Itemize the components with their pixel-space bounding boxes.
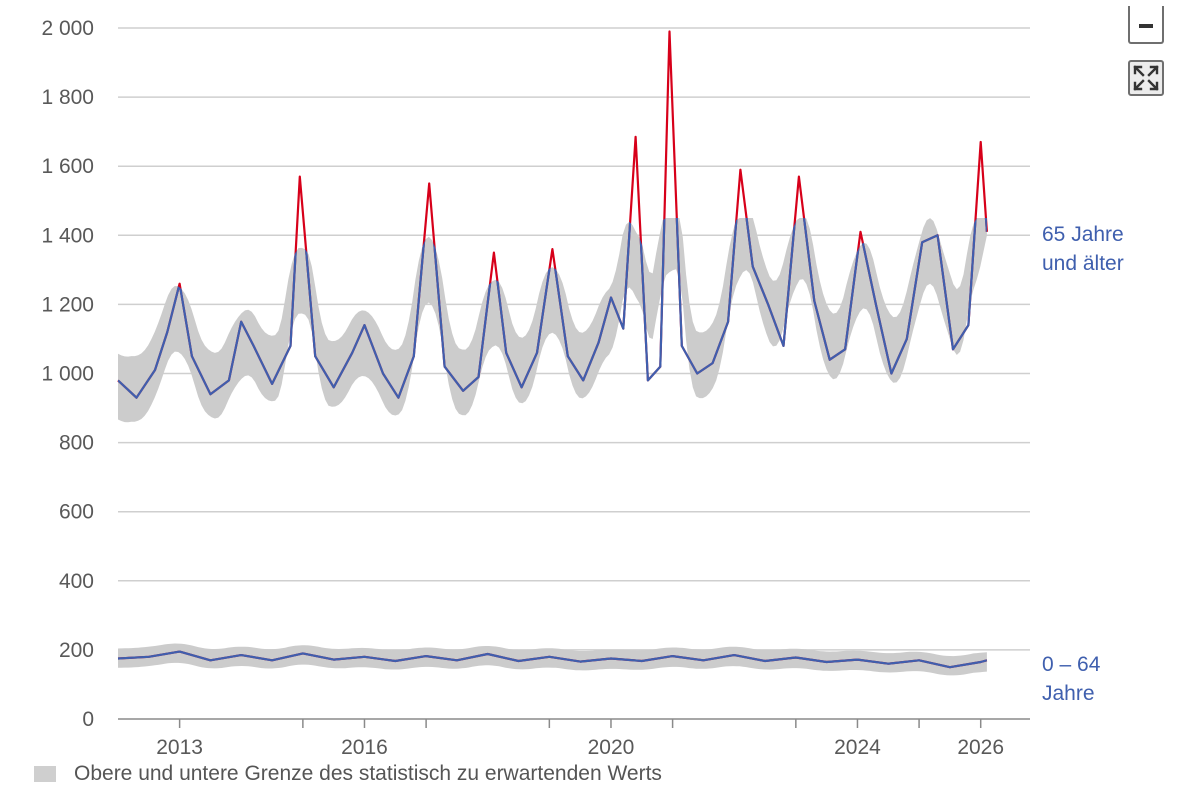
- legend: Obere und untere Grenze des statistisch …: [34, 762, 662, 786]
- minus-icon: [1139, 24, 1153, 28]
- x-tick-label-2013: 2013: [156, 736, 203, 759]
- y-tick-label-1200: 1 200: [41, 293, 94, 316]
- series-label-0-64: 0 – 64 Jahre: [1042, 650, 1100, 708]
- y-tick-label-600: 600: [59, 501, 94, 524]
- y-axis-labels: 0 200 400 600 800 1 000 1 200 1 400 1 600 1 800 2 …: [41, 17, 94, 731]
- y-tick-label-0: 0: [82, 708, 94, 731]
- x-axis-labels: 2013 2016 2020 2024 2026: [156, 736, 1004, 759]
- y-tick-label-800: 800: [59, 432, 94, 455]
- y-tick-label-1400: 1 400: [41, 224, 94, 247]
- x-axis: [118, 719, 1030, 728]
- series-label-65-plus-line1: 65 Jahre: [1042, 220, 1124, 249]
- y-tick-label-1800: 1 800: [41, 86, 94, 109]
- legend-band-swatch: [34, 766, 56, 782]
- fullscreen-button[interactable]: [1128, 60, 1164, 96]
- y-tick-label-2000: 2 000: [41, 17, 94, 40]
- y-tick-label-200: 200: [59, 639, 94, 662]
- y-tick-label-1000: 1 000: [41, 363, 94, 386]
- legend-band-label: Obere und untere Grenze des statistisch …: [74, 762, 662, 786]
- series-label-0-64-line1: 0 – 64: [1042, 650, 1100, 679]
- y-tick-label-1600: 1 600: [41, 155, 94, 178]
- zoom-out-button[interactable]: [1128, 6, 1164, 44]
- series-label-65-plus: 65 Jahre und älter: [1042, 220, 1124, 278]
- series-label-0-64-line2: Jahre: [1042, 679, 1100, 708]
- expected-range-bands: [118, 218, 987, 675]
- x-tick-label-2016: 2016: [341, 736, 388, 759]
- x-tick-label-2026: 2026: [957, 736, 1004, 759]
- x-tick-label-2024: 2024: [834, 736, 881, 759]
- series-label-65-plus-line2: und älter: [1042, 249, 1124, 278]
- x-tick-label-2020: 2020: [588, 736, 635, 759]
- y-tick-label-400: 400: [59, 570, 94, 593]
- fullscreen-icon: [1130, 62, 1162, 94]
